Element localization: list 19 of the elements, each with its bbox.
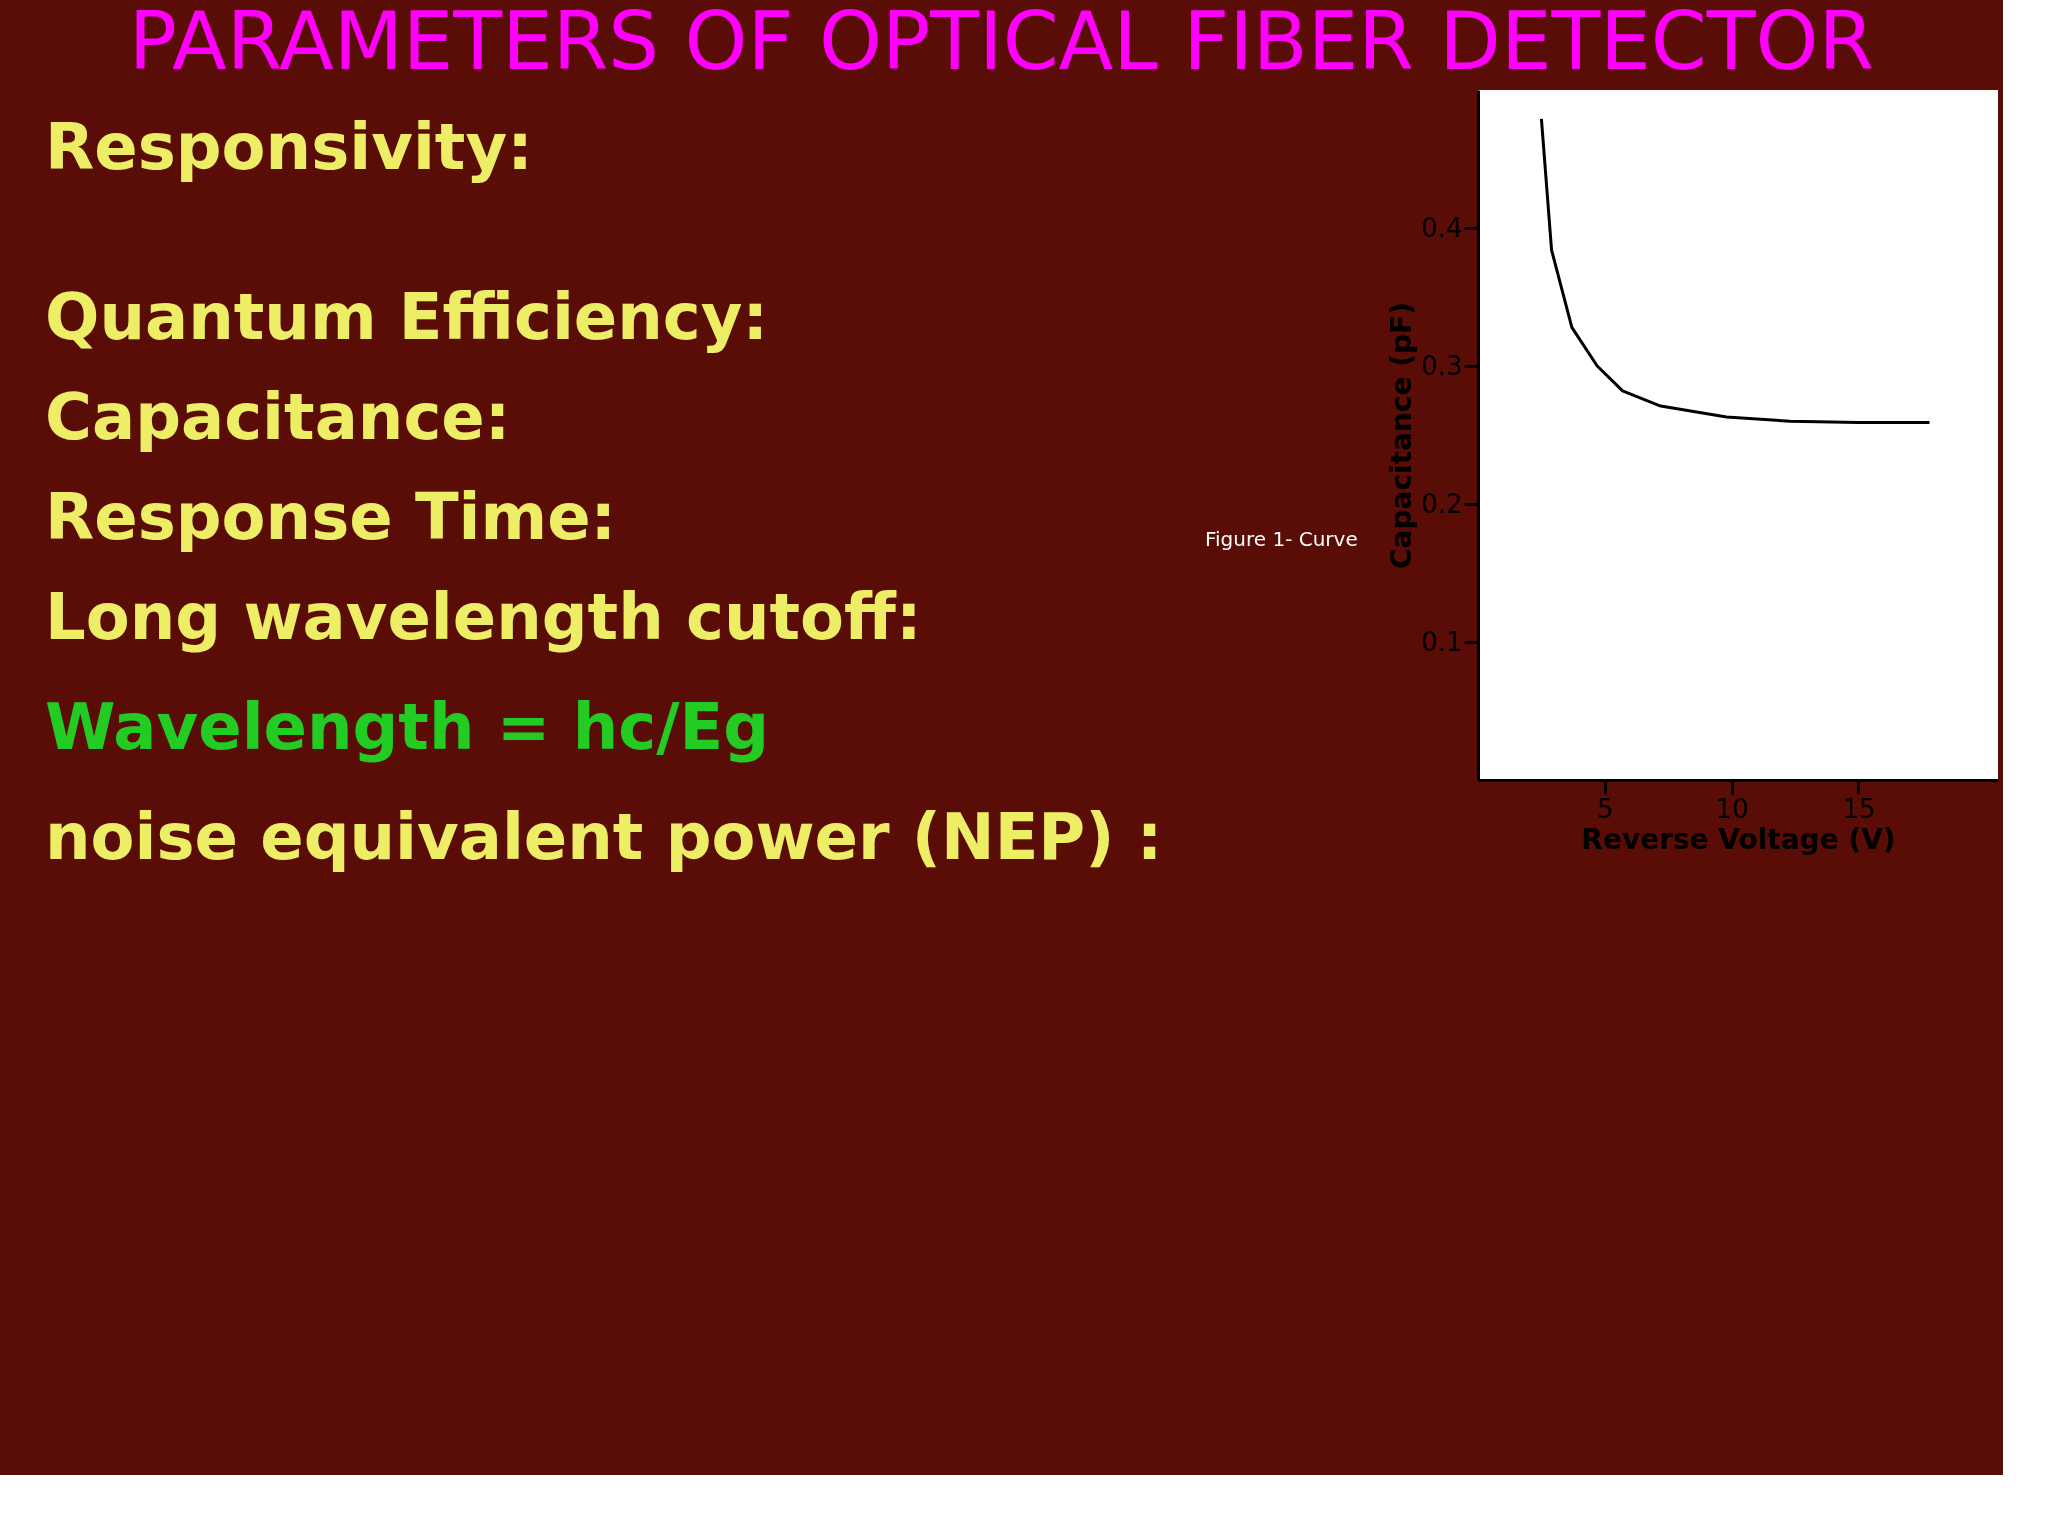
line-series: [1539, 117, 1932, 425]
text: Quantum Efficiency:: [45, 280, 769, 354]
chart-title: PARAMETERS OF OPTICAL FIBER DETECTOR: [128, 0, 1875, 88]
x-axis-title: Reverse Voltage (V): [1581, 822, 1896, 856]
text: Capacitance:: [45, 380, 511, 454]
caption: Figure 1- Curve: [1205, 527, 1358, 551]
text: Wavelength = hc/Eg: [45, 690, 770, 764]
y-tick-label: 0.3: [1421, 350, 1463, 381]
text: noise equivalent power (NEP) :: [45, 800, 1163, 874]
y-tick-label: 0.2: [1421, 488, 1463, 519]
y-tick-label: 0.1: [1421, 626, 1463, 657]
text: Long wavelength cutoff:: [45, 580, 922, 654]
x-tick-label: 10: [1715, 793, 1749, 824]
x-tick-label: 15: [1842, 793, 1876, 824]
y-axis-title: Capacitance (pF): [1385, 302, 1419, 569]
y-tick-label: 0.4: [1421, 212, 1463, 243]
text: Responsivity:: [45, 110, 533, 184]
text: Response Time:: [45, 480, 617, 554]
x-tick-label: 5: [1597, 793, 1614, 824]
